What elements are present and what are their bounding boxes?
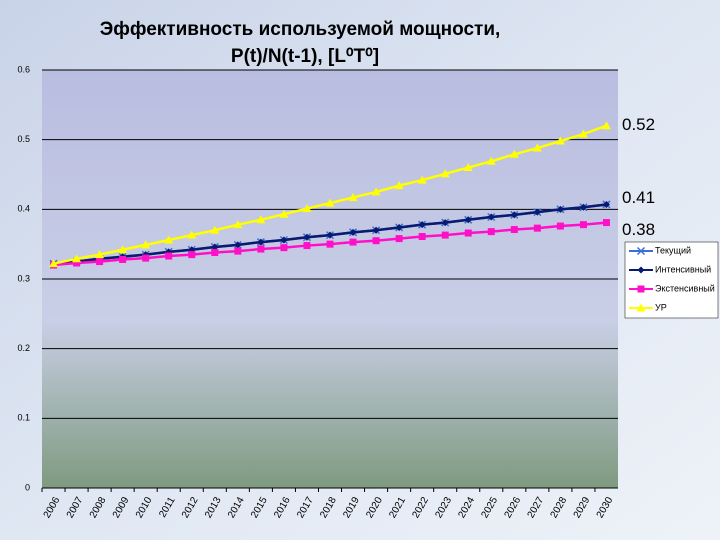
marker — [371, 187, 381, 196]
marker — [487, 213, 495, 221]
marker — [510, 226, 518, 234]
marker — [394, 181, 404, 190]
marker — [486, 156, 496, 165]
marker — [602, 219, 610, 227]
marker — [233, 220, 243, 229]
y-tick-label: 0.5 — [17, 134, 30, 144]
chart-title: Эффективность используемой мощности, — [100, 19, 501, 40]
marker — [257, 245, 265, 253]
marker — [257, 238, 265, 246]
marker — [211, 243, 219, 251]
marker — [601, 121, 611, 130]
marker — [280, 244, 288, 252]
y-tick-label: 0.3 — [17, 273, 30, 283]
marker — [532, 143, 542, 152]
marker — [510, 211, 518, 219]
y-tick-label: 0.6 — [17, 64, 30, 74]
marker — [280, 236, 288, 244]
marker — [395, 235, 403, 243]
marker — [326, 231, 334, 239]
marker — [234, 247, 242, 255]
marker — [579, 221, 587, 229]
chart-title: P(t)/N(t-1), [L⁰T⁰] — [231, 46, 379, 67]
marker — [487, 228, 495, 236]
legend-label: Интенсивный — [655, 264, 711, 274]
marker — [119, 255, 127, 263]
marker — [349, 238, 357, 246]
marker — [372, 237, 380, 245]
marker — [279, 209, 289, 218]
marker — [578, 129, 588, 138]
marker — [95, 250, 105, 259]
marker — [325, 198, 335, 207]
y-tick-label: 0.1 — [17, 413, 30, 423]
marker — [418, 221, 426, 229]
marker — [555, 136, 565, 145]
marker — [188, 251, 196, 259]
marker — [256, 215, 266, 224]
marker — [372, 226, 380, 234]
marker — [441, 219, 449, 227]
legend-label: Текущий — [655, 245, 691, 255]
marker — [164, 235, 174, 244]
marker — [556, 222, 564, 230]
marker — [533, 208, 541, 216]
marker — [49, 259, 59, 268]
marker — [302, 204, 312, 213]
legend-label: УР — [655, 302, 667, 312]
marker — [464, 216, 472, 224]
annotation: 0.41 — [622, 188, 655, 207]
marker — [602, 200, 610, 208]
marker — [636, 303, 646, 312]
marker — [141, 240, 151, 249]
marker — [118, 245, 128, 254]
marker — [418, 233, 426, 241]
marker — [326, 240, 334, 248]
legend-label: Экстенсивный — [655, 283, 715, 293]
marker — [348, 192, 358, 201]
marker — [533, 224, 541, 232]
marker — [210, 225, 220, 234]
marker — [440, 169, 450, 178]
marker — [303, 242, 311, 250]
marker — [395, 223, 403, 231]
marker — [637, 285, 645, 293]
marker — [96, 258, 104, 266]
marker — [187, 230, 197, 239]
marker — [441, 231, 449, 239]
marker — [72, 254, 82, 263]
annotation: 0.52 — [622, 115, 655, 134]
marker — [234, 241, 242, 249]
marker — [73, 259, 81, 267]
legend-box — [624, 241, 719, 319]
marker — [579, 203, 587, 211]
marker — [464, 229, 472, 237]
marker — [637, 266, 645, 274]
marker — [211, 249, 219, 257]
y-tick-label: 0.2 — [17, 343, 30, 353]
marker — [165, 252, 173, 260]
y-tick-label: 0.4 — [17, 204, 30, 214]
marker — [349, 228, 357, 236]
y-tick-label: 0 — [25, 482, 30, 492]
marker — [636, 246, 646, 256]
marker — [303, 233, 311, 241]
marker — [509, 149, 519, 158]
marker — [142, 254, 150, 262]
marker — [417, 175, 427, 184]
marker — [556, 205, 564, 213]
marker — [463, 163, 473, 172]
annotation: 0.38 — [622, 220, 655, 239]
